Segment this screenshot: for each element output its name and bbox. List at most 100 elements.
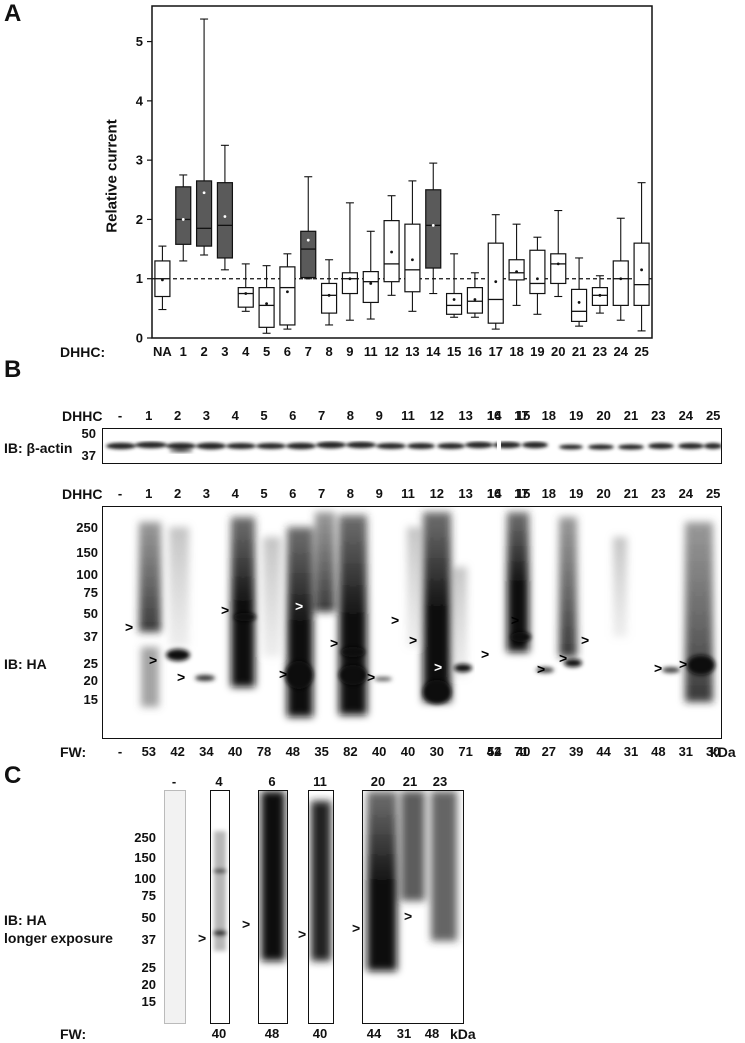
lane-label: - [117, 486, 123, 501]
mw-marker: 50 [83, 606, 98, 621]
box-11 [362, 271, 379, 304]
lane-label: 23 [432, 774, 448, 789]
lane-label: 1 [145, 486, 153, 501]
mean-dot [348, 277, 352, 281]
blot-c-11 [308, 790, 334, 1024]
x-tick-label: 20 [551, 344, 565, 359]
fw-value: 71 [514, 744, 529, 759]
blot-c-neg [164, 790, 186, 1024]
lane-label: 20 [596, 486, 611, 501]
fw-value: 42 [486, 744, 502, 759]
mw-marker: 37 [141, 932, 156, 947]
band-arrow: > [242, 916, 251, 932]
x-axis-prefix: DHHC: [60, 344, 106, 360]
band-arrow: > [295, 598, 303, 614]
lane-label: 25 [705, 408, 721, 423]
lane-label: 8 [346, 408, 355, 423]
mw-marker: 20 [141, 977, 156, 992]
fw-label-c: FW: [60, 1026, 87, 1042]
lane-label: 11 [401, 486, 415, 501]
band-arrow: > [537, 661, 545, 677]
mw-marker: 15 [141, 994, 156, 1009]
mean-dot [411, 258, 414, 262]
lane-label: 1 [145, 408, 153, 423]
y-tick-label: 4 [136, 93, 144, 108]
lane-label: 14 [487, 486, 502, 501]
fw-value: 54 [487, 744, 502, 759]
x-tick-label: 5 [263, 344, 270, 359]
box-18 [508, 259, 525, 281]
x-tick-label: 19 [530, 344, 544, 359]
x-tick-label: 13 [405, 344, 419, 359]
lane-label: 18 [541, 486, 557, 501]
fw-value: 42 [170, 744, 185, 759]
x-tick-label: 21 [572, 344, 586, 359]
fw-value: 44 [596, 744, 611, 759]
actin-mw-37: 37 [81, 448, 96, 463]
x-tick-label: 15 [447, 344, 461, 359]
box-9 [341, 272, 359, 295]
band-arrow: > [481, 646, 489, 662]
mean-dot [494, 280, 498, 284]
dhhc-label-top: DHHC [62, 408, 103, 424]
fw-value: 40 [211, 1026, 227, 1041]
mw-marker: 100 [134, 871, 156, 886]
mw-marker: 250 [76, 520, 98, 535]
mw-marker: 50 [141, 910, 156, 925]
box-17 [487, 242, 504, 324]
x-tick-label: 25 [634, 344, 648, 359]
box-5 [258, 287, 275, 328]
box-4 [237, 287, 254, 308]
mw-marker: 20 [83, 673, 98, 688]
lane-label: 16 [486, 408, 502, 423]
fw-value: 40 [371, 744, 387, 759]
lane-label: 7 [317, 408, 326, 423]
panel-a-label: A [4, 0, 22, 27]
lane-label: 2 [173, 486, 182, 501]
box-3 [216, 182, 234, 259]
mean-dot [640, 268, 643, 272]
band-arrow: > [279, 666, 287, 682]
band-arrow: > [367, 669, 375, 685]
mean-dot [181, 218, 185, 221]
mw-marker: 75 [83, 585, 98, 600]
lane-label: 4 [231, 408, 239, 423]
mean-dot [244, 292, 248, 295]
lane-label: 14 [487, 408, 502, 423]
fw-value: 31 [396, 1026, 412, 1041]
actin-label: IB: β-actin [4, 440, 73, 456]
mw-marker: 250 [134, 830, 156, 845]
band-arrow: > [434, 659, 442, 675]
lane-label: - [117, 408, 123, 423]
box-20 [550, 253, 567, 285]
mean-dot [369, 282, 373, 285]
fw-value: 27 [541, 744, 557, 759]
mean-dot [223, 215, 227, 218]
ha-blot: > > > > > > > > > > > > > > > > > > [102, 506, 722, 739]
fw-value: 48 [285, 744, 301, 759]
fw-value: 82 [343, 744, 358, 759]
box-14 [425, 189, 442, 269]
lane-label: 11 [313, 774, 327, 789]
fw-value: 44 [366, 1026, 382, 1041]
x-tick-label: 23 [593, 344, 607, 359]
box-25 [633, 242, 650, 306]
y-tick-label: 2 [136, 212, 143, 227]
lane-label: 21 [623, 486, 639, 501]
actin-blot [102, 428, 722, 464]
lane-label: 9 [375, 486, 383, 501]
fw-value: 30 [429, 744, 445, 759]
mean-dot [161, 278, 164, 282]
x-tick-label: 16 [468, 344, 482, 359]
lane-label: 25 [705, 486, 721, 501]
mw-marker: 75 [141, 888, 156, 903]
mw-marker: 100 [76, 567, 98, 582]
lane-label: 13 [458, 408, 473, 423]
box-6 [279, 266, 296, 326]
band-arrow: > [221, 602, 229, 618]
mean-dot [202, 191, 206, 195]
box-2 [195, 180, 213, 247]
lane-label: 12 [429, 408, 445, 423]
band-arrow: > [330, 635, 338, 651]
